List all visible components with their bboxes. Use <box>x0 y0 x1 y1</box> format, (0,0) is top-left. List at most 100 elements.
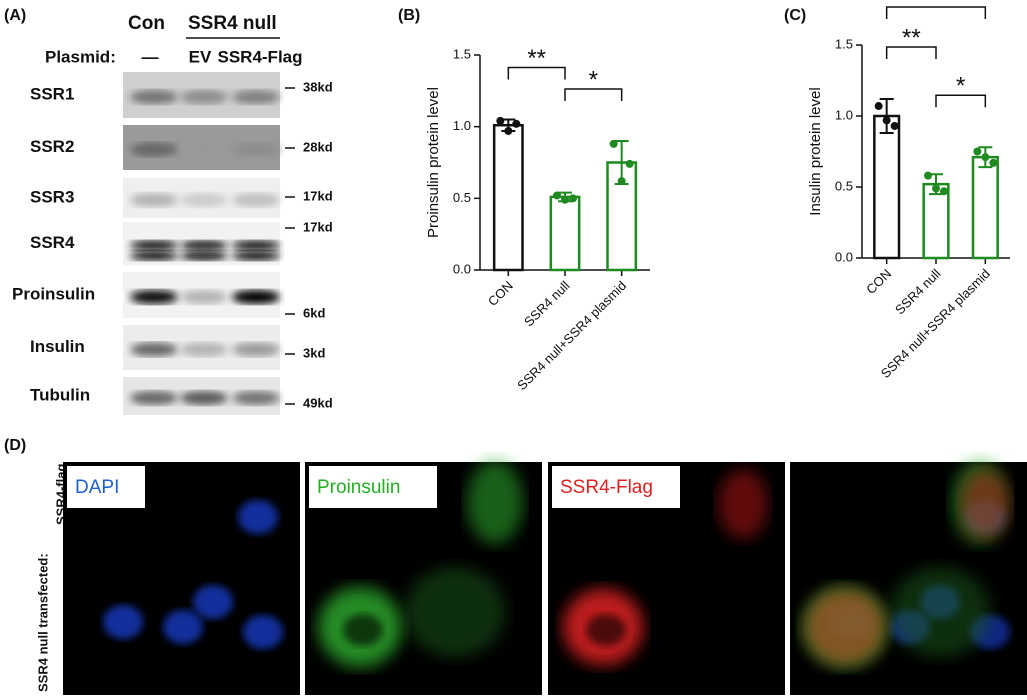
blot-row-label: Insulin <box>30 337 85 356</box>
cell-signal <box>805 589 885 665</box>
blot-band <box>232 250 280 261</box>
nucleus <box>238 500 278 534</box>
micrograph: Proinsulin <box>305 460 542 695</box>
data-point <box>496 116 505 125</box>
blot-band <box>232 342 280 357</box>
nucleus <box>243 615 283 649</box>
micrograph: DAPI <box>63 462 300 695</box>
channel-label: DAPI <box>75 477 119 498</box>
blot-band <box>180 342 228 357</box>
data-point <box>874 102 883 111</box>
significance-bracket <box>935 94 987 108</box>
data-point <box>924 171 932 180</box>
row-label: SSR4 null transfected: <box>35 553 50 692</box>
micrograph: SSR4-Flag <box>548 462 785 695</box>
panel-label: (B) <box>398 7 420 24</box>
x-tick-label: CON <box>485 278 516 309</box>
blot-band <box>180 250 228 261</box>
bar <box>492 123 524 272</box>
marker-label: 6kd <box>303 305 325 320</box>
nucleus <box>193 585 233 619</box>
blot-row-label: Proinsulin <box>12 284 95 303</box>
channel-label-box <box>67 466 145 508</box>
blot-band <box>180 391 228 405</box>
cell-signal <box>960 469 1010 539</box>
blot-band <box>180 290 228 304</box>
x-tick-label: CON <box>863 266 894 297</box>
data-point <box>940 187 948 196</box>
micrograph <box>790 460 1027 695</box>
bar <box>873 114 901 260</box>
y-tick-label: 0.0 <box>835 249 853 264</box>
blot-band <box>232 90 280 104</box>
lane-label: — <box>142 47 159 66</box>
panel-label: (D) <box>4 437 26 454</box>
blot-row-label: SSR1 <box>30 84 74 103</box>
significance-bracket <box>507 66 566 80</box>
panel-label: (A) <box>4 7 26 24</box>
data-point <box>609 139 618 148</box>
channel-label: SSR4-Flag <box>560 477 653 498</box>
significance-label: ** <box>902 24 921 51</box>
data-point <box>932 184 940 193</box>
significance-label: * <box>931 0 940 11</box>
y-axis-label: Proinsulin protein level <box>425 87 442 238</box>
nucleus-shadow <box>586 614 626 646</box>
data-point <box>890 121 899 130</box>
lane-label: EV <box>189 47 212 66</box>
cell-signal <box>718 469 768 539</box>
blot-row-label: SSR3 <box>30 187 74 206</box>
y-tick-label: 1.0 <box>453 118 471 133</box>
blot-row-label: SSR4 <box>30 233 75 252</box>
marker-label: 28kd <box>303 139 333 154</box>
significance-bracket <box>885 46 937 59</box>
data-point <box>973 147 982 156</box>
data-point <box>617 177 626 186</box>
nucleus-shadow <box>343 614 383 646</box>
error-bar <box>879 97 894 135</box>
blot-band <box>130 290 178 304</box>
blot-band <box>180 142 228 157</box>
bar <box>549 195 581 272</box>
channel-label: Proinsulin <box>317 477 400 498</box>
blot-row-label: Tubulin <box>30 385 90 404</box>
blot-band <box>130 240 178 251</box>
blot-band <box>130 193 178 207</box>
data-point <box>504 126 513 135</box>
y-tick-label: 0.5 <box>453 190 471 205</box>
marker-label: 3kd <box>303 345 325 360</box>
cell-signal <box>890 567 990 657</box>
blot-band <box>130 342 178 357</box>
y-axis-label: Insulin protein level <box>807 87 824 215</box>
marker-label: 38kd <box>303 79 333 94</box>
data-point <box>569 194 577 203</box>
y-tick-label: 1.0 <box>835 107 853 122</box>
y-tick-label: 0.0 <box>453 261 471 276</box>
data-point <box>981 153 990 162</box>
channel-label-box <box>552 466 680 508</box>
data-point <box>553 191 561 200</box>
bar <box>971 155 999 260</box>
lane-label: SSR4-Flag <box>217 47 302 66</box>
marker-label: 49kd <box>303 395 333 410</box>
significance-bracket <box>564 88 623 101</box>
blot-band <box>180 193 228 207</box>
bar <box>922 182 950 260</box>
significance-label: * <box>956 73 965 100</box>
x-tick-label: SSR4 null <box>521 278 573 330</box>
blot-header: SSR4 null <box>188 13 277 34</box>
nucleus <box>103 605 143 639</box>
blot-row-label: SSR2 <box>30 137 74 156</box>
x-tick-label: SSR4 null+SSR4 plasmid <box>514 278 629 393</box>
blot-header: Plasmid: <box>45 47 116 66</box>
blot-band <box>180 90 228 104</box>
blot-band <box>130 250 178 261</box>
significance-label: ** <box>527 45 546 72</box>
y-tick-label: 1.5 <box>835 36 853 51</box>
cell-signal <box>405 567 505 657</box>
channel-label-box <box>309 466 437 508</box>
blot-band <box>232 193 280 207</box>
data-point <box>561 195 569 204</box>
marker-label: 17kd <box>303 219 333 234</box>
